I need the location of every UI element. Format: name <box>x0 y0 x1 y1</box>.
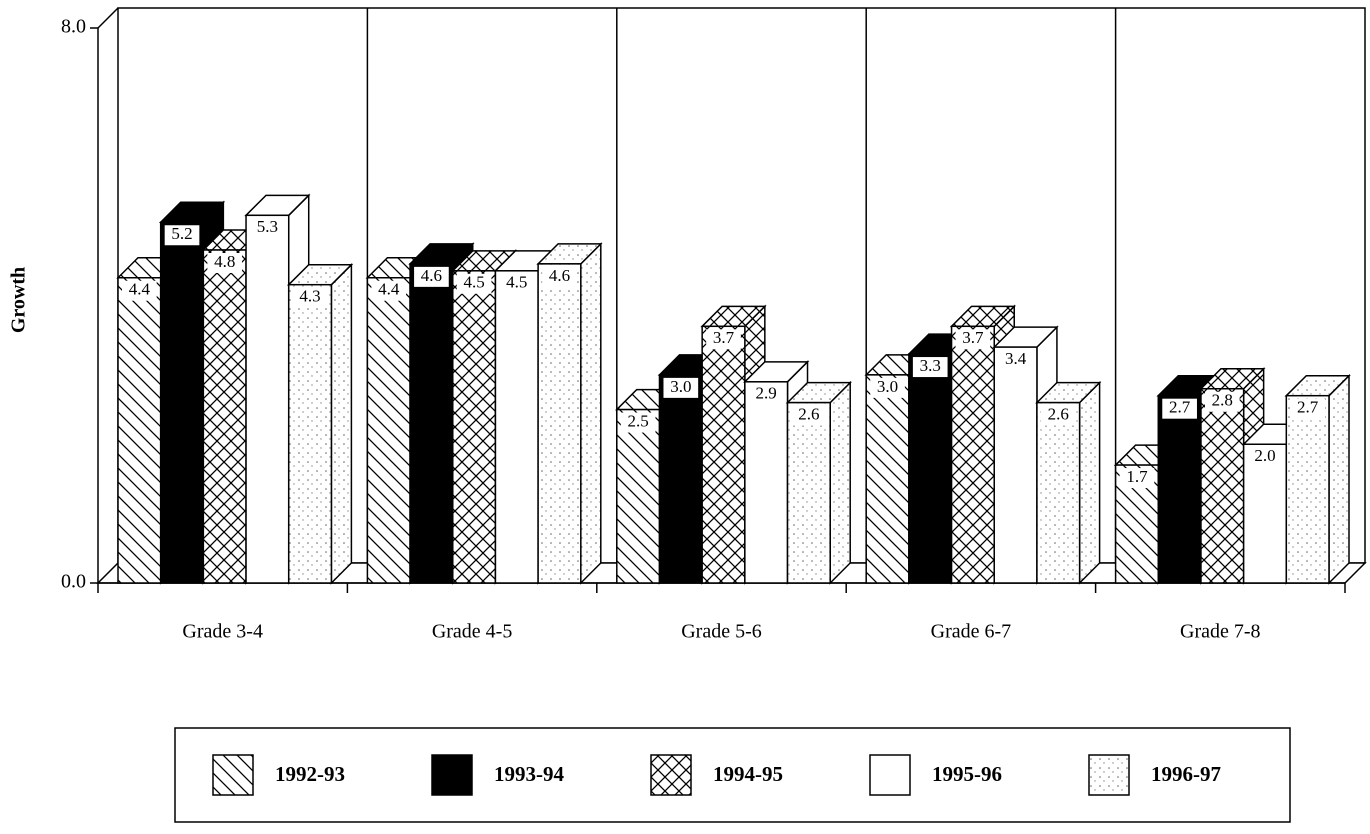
value-label-bg <box>414 266 449 287</box>
value-label: 2.7 <box>1297 398 1319 417</box>
value-label: 2.7 <box>1169 398 1191 417</box>
bar <box>701 325 746 584</box>
value-label: 2.6 <box>798 405 819 424</box>
value-label: 4.8 <box>214 252 235 271</box>
value-label: 3.7 <box>962 328 984 347</box>
value-label-bg <box>207 253 243 273</box>
value-label-bg <box>620 412 656 433</box>
value-label-bg <box>250 218 285 239</box>
bar <box>1036 401 1081 584</box>
legend-swatch <box>650 754 692 796</box>
value-label-bg <box>912 357 948 378</box>
bar <box>786 401 831 584</box>
value-label: 2.6 <box>1048 405 1069 424</box>
value-label-bg <box>791 405 827 426</box>
value-label-bg <box>1162 398 1197 419</box>
value-label: 4.6 <box>549 266 570 285</box>
bar <box>117 277 162 584</box>
bar <box>658 374 703 584</box>
value-label: 3.7 <box>713 328 735 347</box>
value-label: 2.9 <box>756 384 777 403</box>
value-label-bg <box>748 384 784 405</box>
value-label: 4.4 <box>378 280 400 299</box>
bar <box>950 325 995 584</box>
value-label-bg <box>292 287 328 308</box>
value-label: 4.4 <box>129 280 151 299</box>
value-label-bg <box>870 377 905 398</box>
value-label: 5.3 <box>257 217 278 236</box>
bar <box>908 353 953 584</box>
y-tick-label: 8.0 <box>61 16 86 38</box>
x-tick-label: Grade 7-8 <box>1180 621 1261 643</box>
value-label-bg <box>122 280 157 301</box>
bar <box>494 270 539 584</box>
value-label: 4.3 <box>299 287 320 306</box>
bar <box>245 214 290 584</box>
bar-side <box>829 380 851 585</box>
value-label: 4.6 <box>421 266 442 285</box>
x-tick-label: Grade 6-7 <box>931 621 1012 643</box>
value-label-bg <box>456 273 492 294</box>
value-label: 2.8 <box>1212 391 1233 410</box>
legend-label: 1994-95 <box>713 762 783 786</box>
value-label-bg <box>998 350 1033 371</box>
value-label: 5.2 <box>171 224 192 243</box>
bar <box>865 374 910 584</box>
value-label-bg <box>542 266 577 287</box>
bar-side <box>330 262 353 585</box>
value-label: 3.3 <box>920 356 941 375</box>
bar <box>1200 388 1245 584</box>
bar-side <box>580 242 602 585</box>
bar <box>537 263 582 584</box>
bar-side <box>1078 380 1101 585</box>
y-axis-depth <box>97 7 119 29</box>
value-label-bg <box>663 377 699 398</box>
bar <box>366 277 411 584</box>
bar <box>159 221 205 584</box>
value-label: 2.0 <box>1254 446 1275 465</box>
value-label-bg <box>1119 468 1155 489</box>
value-label-bg <box>1040 405 1076 426</box>
value-label-bg <box>955 329 991 350</box>
legend-label: 1992-93 <box>275 762 345 786</box>
value-label-bg <box>1290 398 1325 419</box>
legend-swatch <box>869 754 911 796</box>
value-label: 3.0 <box>877 377 898 396</box>
value-label-bg <box>499 273 535 294</box>
value-label: 3.4 <box>1005 349 1027 368</box>
bar <box>616 408 661 584</box>
legend-box <box>174 727 1291 823</box>
value-label: 3.0 <box>670 377 691 396</box>
value-label-bg <box>371 280 407 301</box>
bar <box>1157 394 1202 584</box>
x-tick-label: Grade 3-4 <box>182 621 263 643</box>
bar <box>202 249 247 584</box>
y-tick-label: 0.0 <box>61 571 86 593</box>
legend-swatch <box>212 754 254 796</box>
y-axis-label: Growth <box>8 267 30 333</box>
bar <box>287 283 333 584</box>
bar <box>744 381 789 584</box>
x-tick-label: Grade 5-6 <box>681 621 762 643</box>
bar <box>993 346 1038 584</box>
bar <box>409 263 454 584</box>
bar-side <box>1328 373 1350 585</box>
legend-label: 1993-94 <box>494 762 564 786</box>
value-label-bg <box>1204 391 1240 412</box>
value-label: 2.5 <box>628 411 649 430</box>
value-label-bg <box>1247 447 1283 468</box>
bar <box>452 270 497 584</box>
value-label-bg <box>706 329 741 350</box>
legend-swatch <box>431 754 473 796</box>
legend-label: 1995-96 <box>932 762 1002 786</box>
value-label: 1.7 <box>1126 467 1148 486</box>
legend-swatch <box>1088 754 1130 796</box>
legend-label: 1996-97 <box>1151 762 1221 786</box>
bar <box>1285 394 1330 584</box>
value-label: 4.5 <box>463 273 484 292</box>
value-label-bg <box>164 225 200 246</box>
value-label: 4.5 <box>506 273 527 292</box>
x-tick-label: Grade 4-5 <box>432 621 513 643</box>
